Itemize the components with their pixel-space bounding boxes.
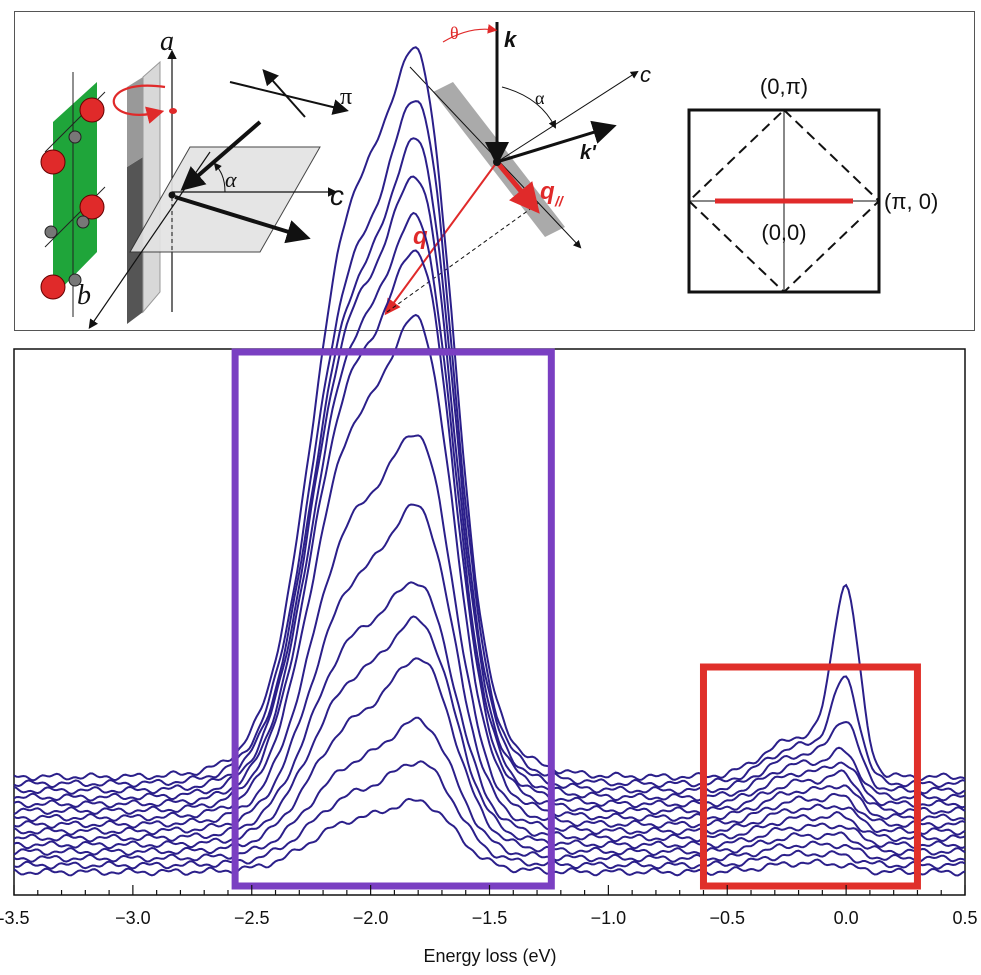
sample-top (127, 77, 143, 167)
x-tick-label: -3.5 (0, 908, 30, 928)
x-tick-label: −3.0 (115, 908, 151, 928)
q-arrow (384, 161, 498, 316)
alpha-arc-2 (501, 86, 556, 129)
oxygen-atom (79, 194, 105, 220)
low-energy-box (699, 663, 921, 890)
x-tick-label: −0.5 (709, 908, 745, 928)
x-tick-label: −1.5 (472, 908, 508, 928)
q-projection-line (386, 201, 541, 313)
oxygen-atom (79, 97, 105, 123)
axis-c-label: c (330, 180, 344, 211)
q-parallel-subscript: // (554, 193, 565, 209)
polarization-arrow (262, 69, 306, 118)
spectrum-line-1 (13, 797, 966, 877)
geometry-diagram-panel: b a c π (14, 11, 975, 331)
q-label: q (413, 223, 428, 250)
x-tick-label: 0.5 (952, 908, 977, 928)
q-parallel-label: q (540, 178, 555, 205)
scattering-origin-dot (493, 158, 501, 166)
dd-excitations-box (231, 348, 555, 890)
theta-arc (442, 24, 498, 43)
x-axis-label: Energy loss (eV) (423, 946, 556, 966)
axis-a-label: a (160, 26, 174, 57)
theta-label: θ (450, 23, 459, 43)
axis-c-line-2 (496, 70, 639, 163)
k-label: k (504, 27, 518, 52)
polarization-label: π (340, 84, 352, 110)
crystal-geometry: b a c π (40, 26, 352, 329)
x-tick-label: −2.0 (353, 908, 389, 928)
spectrum-line-4 (13, 657, 966, 857)
copper-atom (76, 215, 90, 229)
scattering-vectors: k θ c α k' q q // (384, 22, 651, 316)
x-tick-label: −1.0 (591, 908, 627, 928)
geometry-diagram: b a c π (40, 22, 938, 329)
oxygen-atom (40, 149, 66, 175)
oxygen-atom (40, 274, 66, 300)
zone-center-label: (0,0) (761, 220, 806, 245)
alpha-label-2: α (535, 88, 545, 108)
sample-face (142, 60, 161, 314)
x-tick-label: 0.0 (834, 908, 859, 928)
x-tick-label: −2.5 (234, 908, 270, 928)
highlight-boxes (231, 348, 921, 890)
spectrum-line-10 (13, 249, 966, 816)
copper-atom (44, 225, 58, 239)
axis-b-label: b (77, 280, 91, 311)
surface-line (409, 66, 582, 249)
brillouin-zone: (0,π) (0,0) (π, 0) (687, 74, 938, 294)
spectrum-line-3 (13, 716, 966, 863)
spectrum-line-5 (13, 615, 966, 850)
copper-atom (68, 130, 82, 144)
origin-dot (168, 191, 176, 199)
spectrum-line-6 (13, 581, 966, 843)
zone-top-label: (0,π) (760, 74, 808, 99)
k-prime-label: k' (580, 142, 597, 164)
axis-c-label-2: c (640, 62, 651, 87)
spectrum-line-8 (13, 434, 966, 829)
alpha-label: α (225, 167, 237, 192)
spectrum-line-9 (13, 313, 966, 823)
spectrum-line-7 (13, 503, 966, 836)
plot-frame (13, 348, 966, 896)
zone-right-label: (π, 0) (884, 189, 938, 214)
x-axis-ticks: -3.5 −3.0 −2.5 −2.0 −1.5 −1.0 −0.5 0.0 0.5 (0, 885, 978, 928)
rotation-axis-dot (169, 108, 177, 114)
spectrum-line-2 (13, 760, 966, 870)
